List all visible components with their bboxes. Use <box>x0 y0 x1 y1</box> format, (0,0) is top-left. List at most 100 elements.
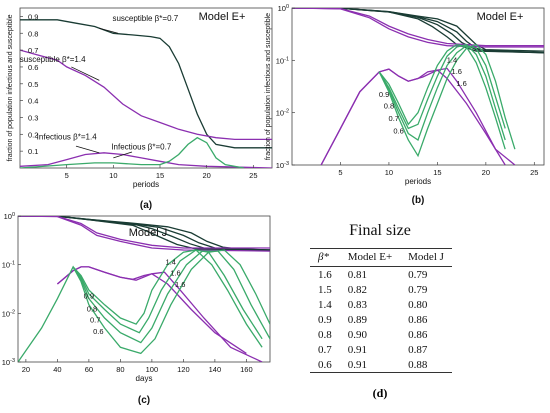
plot-frame <box>291 7 545 166</box>
table-row: 0.6 0.91 0.88 <box>310 357 452 373</box>
table-cell: 0.81 <box>347 268 367 281</box>
y-tick-label: 0.4 <box>28 97 38 106</box>
y-tick-label: 10-1 <box>276 56 289 65</box>
curve-label: 0.8 <box>87 304 97 313</box>
final-size-table-panel: Final size β* Model E+ Model J 1.6 0.81 0.79… <box>300 222 545 407</box>
x-tick-label: 25 <box>530 168 538 177</box>
curve-label: 0.8 <box>384 102 394 111</box>
panel-label: (a) <box>140 200 152 211</box>
y-tick-label: 0.1 <box>28 147 38 156</box>
table-cell: 0.88 <box>400 357 452 373</box>
y-tick-label: 10-3 <box>2 358 15 367</box>
table-cell: 0.7 <box>318 343 332 356</box>
curve-label: 1.6 <box>452 67 462 76</box>
x-axis-label: periods <box>133 180 159 189</box>
plot-frame <box>17 215 271 363</box>
panel-label: (c) <box>138 395 150 406</box>
curve-label: 0.9 <box>379 90 389 99</box>
series-layer <box>18 216 270 362</box>
x-tick-label: 80 <box>116 365 124 374</box>
series-line-infectious-1-6 <box>56 266 263 362</box>
series-line-susceptible-1-6 <box>292 8 544 48</box>
final-size-table: β* Model E+ Model J 1.6 0.81 0.79 1.5 0.82 0.79… <box>310 248 452 373</box>
table-cell: 0.9 <box>318 313 332 326</box>
series-line-infectious-0-9 <box>378 43 506 150</box>
table-cell: 0.90 <box>347 328 367 341</box>
annotation-label: susceptible β*=0.7 <box>112 14 178 23</box>
y-axis-label: fraction of population infectious and su… <box>7 14 14 161</box>
plot-frame <box>19 7 273 169</box>
annotation-arrow <box>99 27 119 34</box>
series-line-infectious-0-7 <box>72 250 270 344</box>
series-line-infectious-0-8 <box>72 249 263 340</box>
table-cell: 0.89 <box>347 313 367 326</box>
series-line-infectious-0-7 <box>378 44 506 142</box>
series-line-infectious-0-8 <box>378 43 506 141</box>
table-cell: 0.91 <box>339 357 401 373</box>
annotation-arrow <box>113 151 133 159</box>
annotation-label: Infectious β*=1.4 <box>37 132 98 141</box>
y-tick-label: 100 <box>4 212 15 221</box>
series-line-infectious-1-6 <box>320 67 516 165</box>
x-tick-label: 5 <box>65 171 69 180</box>
table-cell: 1.6 <box>318 268 332 281</box>
y-tick-label: 10-2 <box>2 309 15 318</box>
table-row: 1.4 0.83 0.80 <box>310 297 452 312</box>
curve-label: 0.6 <box>393 126 403 135</box>
curve-label: 1.6 <box>456 79 466 88</box>
series-line-susceptible-1-6 <box>18 216 270 252</box>
table-cell: 0.83 <box>347 298 367 311</box>
table-cell: 0.86 <box>408 313 428 326</box>
table-cell: 1.4 <box>318 298 332 311</box>
y-tick-label: 0.7 <box>28 46 38 55</box>
table-body: 1.6 0.81 0.79 1.5 0.82 0.79 1.4 0.83 0.80 0.9 0.89… <box>310 267 452 373</box>
table-cell: 0.79 <box>408 268 428 281</box>
table-cell: 0.6 <box>310 357 340 373</box>
y-tick-label: 0.8 <box>28 29 38 38</box>
chart-title: Model E+ <box>199 11 246 23</box>
x-tick-label: 5 <box>338 168 342 177</box>
y-tick-label: 0.9 <box>28 12 38 21</box>
curve-label: 0.7 <box>389 114 399 123</box>
annotation-label: Infectious β*=0.7 <box>111 142 172 151</box>
y-tick-label: 10-2 <box>276 109 289 118</box>
x-tick-label: 20 <box>22 365 30 374</box>
series-line-infectious-1-4 <box>20 152 272 168</box>
y-tick-label: 0.2 <box>28 130 38 139</box>
chart-title: Model J <box>129 227 168 239</box>
x-tick-label: 100 <box>146 365 159 374</box>
series-line-infectious-0-7 <box>20 136 245 168</box>
x-tick-label: 160 <box>240 365 253 374</box>
table-header-cell: Model E+ <box>339 248 401 267</box>
series-layer <box>20 19 272 168</box>
table-cell: 0.91 <box>347 343 367 356</box>
x-tick-label: 15 <box>433 168 441 177</box>
table-cell: 0.80 <box>408 298 428 311</box>
y-tick-label: 10-1 <box>2 261 15 270</box>
x-tick-label: 20 <box>482 168 490 177</box>
panel-label-d: (d) <box>372 386 388 400</box>
series-line-susceptible-0-7 <box>20 19 272 149</box>
table-cell: 0.8 <box>318 328 332 341</box>
chart-panel-a: 5 10 15 20 25 0.1 0.2 0.3 0.4 0.5 0.6 0.7 0.8 0.9 peri… <box>7 7 273 211</box>
curve-label: 1.6 <box>175 280 185 289</box>
series-line-infectious-1-4 <box>320 68 506 165</box>
table-row: 1.6 0.81 0.79 <box>310 267 452 283</box>
table-header-cell: β* <box>310 248 340 267</box>
table-header-row: β* Model E+ Model J <box>310 248 452 267</box>
series-layer <box>292 8 544 165</box>
table-title: Final size <box>349 222 411 239</box>
x-tick-label: 140 <box>209 365 222 374</box>
x-tick-label: 10 <box>109 171 117 180</box>
x-axis-label: days <box>136 374 153 383</box>
x-tick-label: 10 <box>385 168 393 177</box>
chart-panel-b: 5 10 15 20 25 100 10-1 10-2 10-3 periods fraction … <box>265 4 545 206</box>
table-row: 0.9 0.89 0.86 <box>310 312 452 327</box>
x-tick-label: 20 <box>202 171 210 180</box>
table-row: 0.8 0.90 0.86 <box>310 327 452 342</box>
x-tick-label: 40 <box>53 365 61 374</box>
y-tick-label: 0.3 <box>28 113 38 122</box>
annotation-arrow <box>71 66 100 81</box>
series-line-infectious-0-6 <box>18 249 270 362</box>
table-cell: 0.79 <box>408 283 428 296</box>
